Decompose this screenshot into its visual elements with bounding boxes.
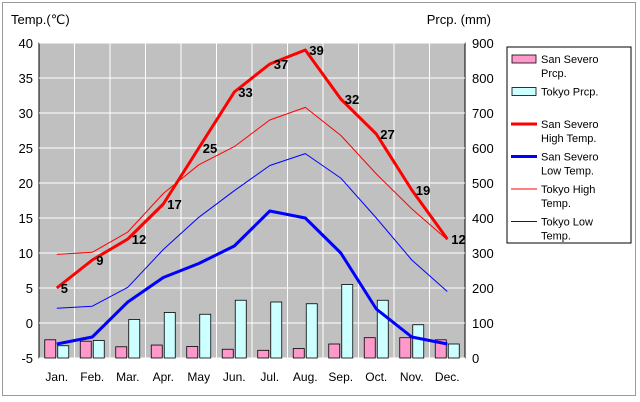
y-tick-label: 10 (19, 246, 33, 261)
data-label: 25 (203, 141, 217, 156)
x-tick-label: Feb. (80, 370, 104, 384)
bar-tokyo-prcp (128, 319, 141, 359)
y-tick-label: 25 (19, 141, 33, 156)
x-tick-label: May (187, 370, 210, 384)
y2-tick-label: 700 (472, 106, 494, 121)
legend-label-line2: High Temp. (541, 133, 596, 145)
data-label: 37 (274, 57, 288, 72)
bar-san-severo-prcp (150, 344, 163, 359)
bar-san-severo-prcp (186, 346, 199, 359)
y-tick-label: 5 (26, 281, 33, 296)
legend-label-line2: Temp. (541, 231, 571, 243)
y-tick-label: 20 (19, 176, 33, 191)
data-label: 32 (345, 92, 359, 107)
x-tick-label: Mar. (116, 370, 139, 384)
bar-tokyo-prcp (270, 301, 283, 359)
bar-san-severo-prcp (434, 339, 447, 359)
x-tick-label: Jun. (223, 370, 246, 384)
bar-tokyo-prcp (412, 324, 425, 359)
bar-tokyo-prcp (305, 303, 318, 359)
data-label: 12 (451, 232, 465, 247)
x-tick-label: Nov. (400, 370, 424, 384)
y2-tick-label: 900 (472, 36, 494, 51)
data-label: 39 (309, 43, 323, 58)
y-tick-label: 40 (19, 36, 33, 51)
legend-swatch-bar (511, 54, 537, 64)
legend-label-line1: San Severo (541, 152, 598, 164)
y2-tick-label: 300 (472, 246, 494, 261)
y2-tick-label: 100 (472, 316, 494, 331)
legend-label-line1: San Severo (541, 119, 598, 131)
y2-tick-label: 400 (472, 211, 494, 226)
y-tick-label: 0 (26, 316, 33, 331)
left-axis-title: Temp.(℃) (11, 12, 70, 27)
right-axis-title: Prcp. (mm) (427, 12, 491, 27)
bar-tokyo-prcp (92, 340, 105, 359)
legend-box (506, 46, 632, 244)
bar-san-severo-prcp (328, 343, 341, 359)
legend-label-line2: Temp. (541, 198, 571, 210)
legend-label-line2: Prcp. (541, 68, 567, 80)
data-labels: 5 9 12 17 25 33 37 39 32 27 19 12 (61, 43, 466, 296)
bar-san-severo-prcp (115, 346, 128, 359)
x-tick-label: Jan. (45, 370, 68, 384)
bar-san-severo-prcp (44, 339, 57, 359)
bar-san-severo-prcp (221, 348, 234, 359)
y-tick-label: 15 (19, 211, 33, 226)
legend: San Severo Prcp. Tokyo Prcp. San Severo High… (506, 46, 632, 244)
legend-swatch-bar (511, 87, 537, 96)
bar-tokyo-prcp (341, 284, 354, 359)
legend-label-line1: Tokyo Low (541, 217, 593, 229)
bar-tokyo-prcp (447, 343, 460, 359)
data-label: 19 (416, 183, 430, 198)
y2-tick-label: 0 (472, 351, 479, 366)
bar-marks (44, 284, 460, 359)
y2-tick-label: 800 (472, 71, 494, 86)
bar-tokyo-prcp (163, 312, 176, 359)
data-label: 27 (380, 127, 394, 142)
x-tick-label: Dec. (435, 370, 460, 384)
data-label: 33 (238, 85, 252, 100)
x-tick-label: Oct. (365, 370, 387, 384)
x-tick-label: Jul. (260, 370, 279, 384)
grid-lines (39, 42, 465, 359)
x-tick-label: Apr. (153, 370, 174, 384)
legend-label-line1: Tokyo Prcp. (541, 87, 598, 99)
series-line-1 (56, 209, 448, 346)
climate-chart: Temp.(℃) Prcp. (mm) 5 9 12 17 25 33 37 39 32 27 19… (11, 12, 632, 384)
y2-tick-label: 600 (472, 141, 494, 156)
data-label: 17 (167, 197, 181, 212)
x-tick-label: Sep. (328, 370, 353, 384)
data-label: 12 (132, 232, 146, 247)
chart-frame: Temp.(℃) Prcp. (mm) 5 9 12 17 25 33 37 39 32 27 19… (2, 2, 636, 396)
series-line-0 (55, 48, 449, 290)
axis-ticks: 40 35 30 25 20 15 10 5 0 -5 900 800 700 600 500 400 300 2… (19, 36, 494, 384)
x-tick-label: Aug. (293, 370, 318, 384)
legend-label-line2: Low Temp. (541, 166, 594, 178)
y-tick-label: 35 (19, 71, 33, 86)
legend-label-line1: Tokyo High (541, 184, 595, 196)
bar-san-severo-prcp (399, 337, 412, 359)
legend-label-line1: San Severo (541, 54, 598, 66)
bar-tokyo-prcp (376, 299, 389, 359)
bar-san-severo-prcp (257, 349, 270, 359)
line-marks (55, 48, 449, 346)
bar-tokyo-prcp (199, 313, 212, 359)
y2-tick-label: 500 (472, 176, 494, 191)
y-tick-label: 30 (19, 106, 33, 121)
series-line-3 (56, 153, 448, 309)
series-line-2 (56, 106, 448, 255)
y2-tick-label: 200 (472, 281, 494, 296)
bar-san-severo-prcp (292, 348, 305, 359)
bar-tokyo-prcp (234, 299, 247, 359)
data-label: 5 (61, 281, 68, 296)
bar-san-severo-prcp (79, 340, 92, 359)
bar-san-severo-prcp (363, 337, 376, 359)
data-label: 9 (96, 253, 103, 268)
y-tick-label: -5 (21, 351, 33, 366)
bar-tokyo-prcp (57, 345, 70, 359)
